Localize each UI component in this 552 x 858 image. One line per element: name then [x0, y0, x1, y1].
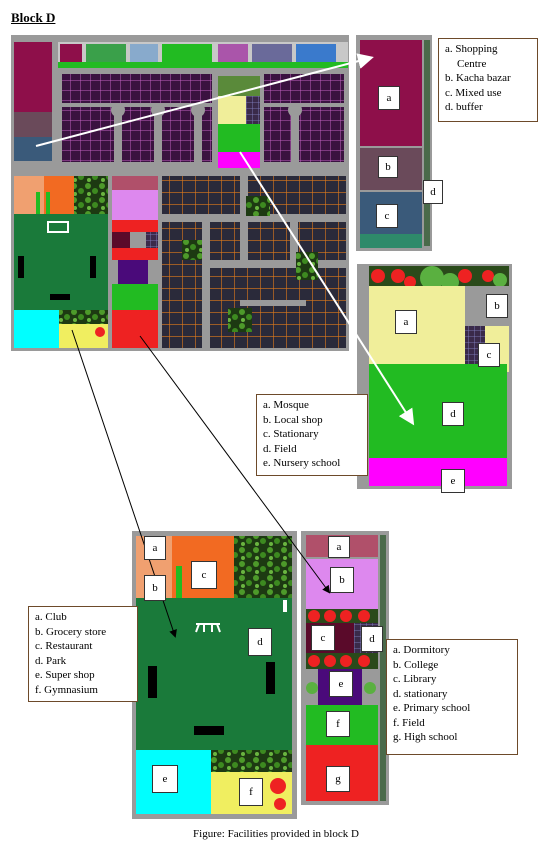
label-kacha-bazar: b [378, 156, 398, 178]
label-club: a [144, 536, 166, 560]
legend-item: f. Field [393, 716, 425, 729]
legend-item: g. High school [393, 731, 458, 743]
label-mixed-use: c [376, 204, 398, 228]
legend-item: b. College [393, 658, 439, 671]
legend-item: a. Shopping [445, 43, 498, 55]
bench-icon [194, 726, 224, 735]
label-primary-school: e [329, 671, 353, 697]
legend-mosque-zone: a. Mosque b. Local shop c. Stationary d.… [256, 394, 368, 476]
legend-item: f. Gymnasium [35, 683, 98, 696]
figure-caption: Figure: Facilities provided in block D [193, 828, 359, 840]
bench-icon [266, 662, 275, 694]
label-stationary: d [361, 626, 383, 652]
page-title: Block D [11, 10, 56, 25]
label-field: d [442, 402, 464, 426]
legend-item: b. Local shop [263, 413, 323, 426]
legend-item: c. Restaurant [35, 640, 93, 652]
legend-item: d. Park [35, 654, 67, 667]
legend-item: e. Primary school [393, 702, 471, 714]
legend-item: Centre [457, 57, 487, 70]
legend-item: a. Dormitory [393, 644, 450, 656]
label-stationary: c [478, 343, 500, 367]
legend-item: e. Nursery school [263, 457, 341, 469]
label-grocery-store: b [144, 575, 166, 601]
legend-item: c. Stationary [263, 428, 319, 440]
label-restaurant: c [191, 561, 217, 589]
legend-item: d. Field [263, 442, 297, 455]
label-gymnasium: f [239, 778, 263, 806]
label-library: c [311, 625, 335, 651]
label-nursery-school: e [441, 469, 465, 493]
legend-item: b. Kacha bazar [445, 72, 511, 84]
legend-club-zone: a. Club b. Grocery store c. Restaurant d… [28, 606, 138, 702]
label-high-school: g [326, 766, 350, 792]
legend-item: e. Super shop [35, 669, 95, 681]
label-mosque: a [395, 310, 417, 334]
label-field: f [326, 711, 350, 737]
legend-education-zone: a. Dormitory b. College c. Library d. st… [386, 639, 518, 755]
legend-item: d. stationary [393, 687, 448, 700]
legend-item: d. buffer [445, 101, 483, 113]
legend-item: b. Grocery store [35, 625, 107, 638]
legend-item: a. Mosque [263, 399, 309, 411]
legend-item: a. Club [35, 611, 67, 623]
label-park: d [248, 628, 272, 656]
arrow-commercial [35, 53, 374, 147]
main-block-map [11, 35, 349, 351]
label-shopping-centre: a [378, 86, 400, 110]
label-dormitory: a [328, 536, 350, 558]
label-local-shop: b [486, 294, 508, 318]
legend-item: c. Library [393, 673, 437, 685]
label-buffer: d [423, 180, 443, 204]
label-college: b [330, 567, 354, 593]
legend-item: c. Mixed use [445, 86, 502, 99]
swing-icon [195, 623, 221, 633]
bench-icon [148, 666, 157, 698]
arrow-education-zone [139, 335, 331, 594]
legend-commercial: a. Shopping Centre b. Kacha bazar c. Mix… [438, 38, 538, 122]
arrow-mosque-zone [239, 151, 415, 426]
label-super-shop: e [152, 765, 178, 793]
